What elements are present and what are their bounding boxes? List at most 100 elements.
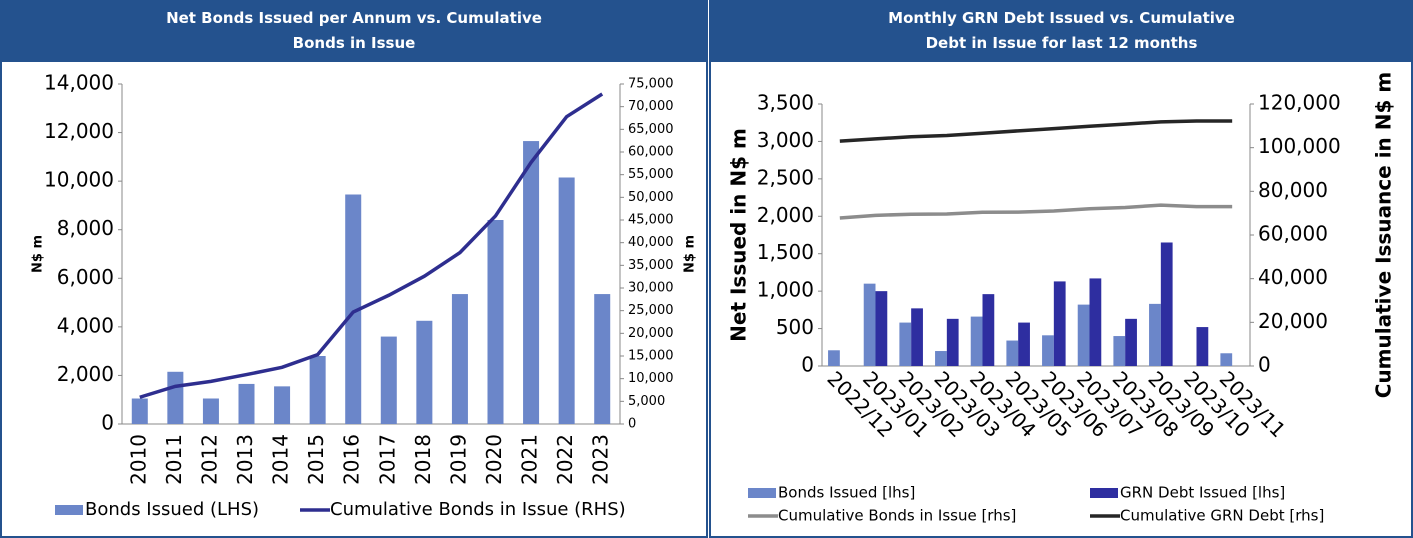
y-tick-label: 8,000: [57, 216, 114, 240]
y-tick-label: 2,000: [757, 203, 814, 227]
y-tick-label: 0: [801, 353, 814, 377]
chart-title: Monthly GRN Debt Issued vs. Cumulative D…: [888, 9, 1235, 52]
y2-tick-label: 35,000: [628, 258, 674, 273]
bar: [1006, 340, 1019, 366]
y2-tick-label: 0: [628, 417, 636, 432]
y2-tick-label: 80,000: [1258, 178, 1328, 202]
y-tick-label: 2,500: [757, 165, 814, 189]
x-tick-label: 2018: [411, 434, 435, 485]
bar: [1160, 242, 1173, 366]
bar: [935, 351, 947, 366]
y2-tick-label: 55,000: [628, 167, 674, 182]
bar: [1077, 304, 1090, 366]
bar: [416, 320, 433, 424]
bar: [274, 386, 291, 424]
y2-axis-label: Cumulative Issuance in N$ m: [1372, 72, 1396, 398]
bar: [970, 316, 983, 366]
x-tick-label: 2016: [340, 434, 364, 485]
line: [839, 119, 1233, 143]
header: Net Bonds Issued per Annum vs. Cumulativ…: [0, 0, 708, 62]
y-tick-label: 1,500: [757, 240, 814, 264]
y2-tick-label: 50,000: [628, 190, 674, 205]
bar: [946, 318, 959, 366]
y-tick-label: 500: [776, 315, 814, 339]
bar: [1196, 327, 1209, 366]
line: [839, 203, 1233, 220]
x-tick-label: 2022: [553, 434, 577, 485]
bar: [1220, 353, 1233, 366]
y-tick-label: 1,000: [757, 278, 814, 302]
legend-swatch: [55, 505, 83, 515]
y2-tick-label: 30,000: [628, 281, 674, 296]
header: Monthly GRN Debt Issued vs. Cumulative D…: [710, 0, 1413, 62]
legend-swatch: [1090, 488, 1118, 498]
bar: [911, 308, 923, 366]
bar: [167, 371, 184, 424]
bar: [345, 194, 362, 424]
x-tick-label: 2015: [304, 434, 328, 485]
legend-label: Cumulative Bonds in Issue [rhs]: [778, 507, 1016, 525]
bar: [899, 322, 912, 366]
y2-tick-label: 10,000: [628, 371, 674, 386]
y2-tick-label: 15,000: [628, 349, 674, 364]
y2-tick-label: 65,000: [628, 122, 674, 137]
bar: [1053, 281, 1066, 366]
y2-tick-label: 25,000: [628, 303, 674, 318]
y-axis-label: Net Issued in N$ m: [727, 128, 751, 342]
x-tick-label: 2023: [589, 434, 613, 485]
y-tick-label: 14,000: [44, 71, 114, 95]
legend-label: GRN Debt Issued [lhs]: [1120, 484, 1285, 502]
y2-tick-label: 5,000: [628, 394, 665, 409]
y-axis-label: N$ m: [31, 235, 46, 273]
y2-tick-label: 40,000: [1258, 265, 1328, 289]
bar: [1113, 336, 1126, 366]
y2-tick-label: 0: [1258, 353, 1271, 377]
x-tick-label: 2014: [269, 434, 293, 485]
legend-label: Cumulative Bonds in Issue (RHS): [330, 499, 626, 520]
bar: [451, 294, 468, 424]
y2-axis-label: N$ m: [683, 235, 698, 273]
y2-tick-label: 100,000: [1258, 134, 1341, 158]
bar: [1125, 318, 1137, 366]
bar: [1042, 335, 1054, 366]
y-tick-label: 3,500: [757, 91, 814, 115]
bar: [1089, 278, 1102, 366]
bar: [202, 398, 219, 424]
bar: [487, 220, 504, 424]
x-tick-label: 2017: [375, 434, 399, 485]
x-tick-label: 2010: [126, 434, 150, 485]
y2-tick-label: 60,000: [628, 145, 674, 160]
x-tick-label: 2011: [162, 434, 186, 485]
bar: [875, 291, 888, 366]
y2-tick-label: 70,000: [628, 99, 674, 114]
legend-label: Bonds Issued (LHS): [85, 499, 259, 520]
y-tick-label: 3,000: [757, 128, 814, 152]
y2-tick-label: 45,000: [628, 213, 674, 228]
bar: [1018, 322, 1030, 366]
y2-tick-label: 20,000: [1258, 309, 1328, 333]
y2-tick-label: 20,000: [628, 326, 674, 341]
legend-swatch: [748, 488, 776, 498]
legend-label: Bonds Issued [lhs]: [778, 484, 915, 502]
x-tick-label: 2020: [482, 434, 506, 485]
y2-tick-label: 75,000: [628, 77, 674, 92]
y-tick-label: 6,000: [57, 265, 114, 289]
chart-title: Net Bonds Issued per Annum vs. Cumulativ…: [166, 9, 542, 52]
y2-tick-label: 120,000: [1258, 91, 1341, 115]
bar: [131, 398, 148, 424]
y-tick-label: 4,000: [57, 313, 114, 337]
y2-tick-label: 40,000: [628, 235, 674, 250]
bar: [558, 177, 575, 424]
bar: [309, 356, 326, 424]
y-tick-label: 0: [101, 411, 114, 435]
x-tick-label: 2019: [446, 434, 470, 485]
x-tick-label: 2012: [197, 434, 221, 485]
y-tick-label: 10,000: [44, 168, 114, 192]
y-tick-label: 2,000: [57, 362, 114, 386]
bar: [982, 294, 995, 366]
y-tick-label: 12,000: [44, 119, 114, 143]
bar: [523, 141, 540, 425]
line: [139, 92, 604, 399]
